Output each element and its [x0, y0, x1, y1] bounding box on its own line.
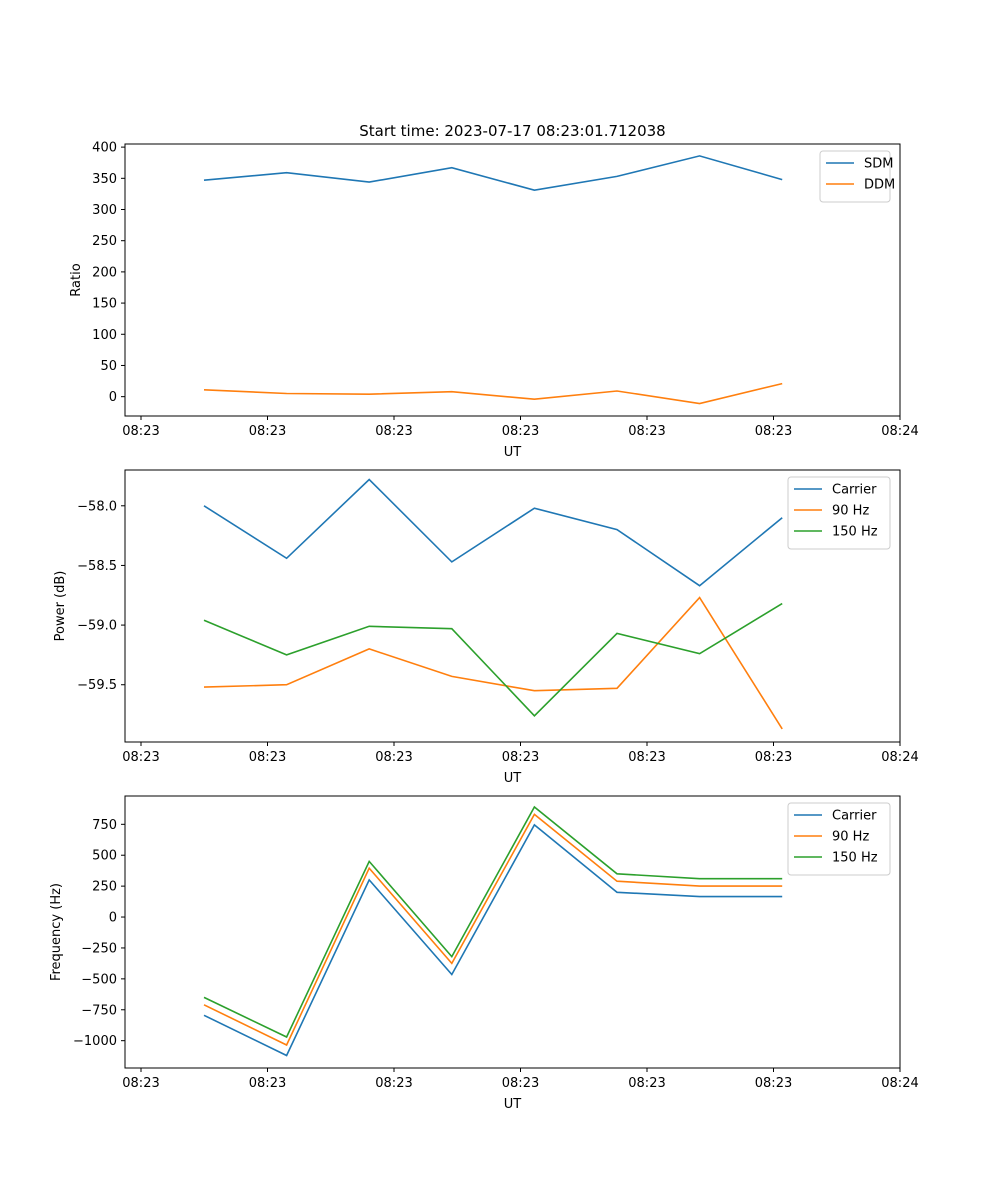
x-tick-label: 08:23	[502, 750, 539, 765]
legend-label: Carrier	[832, 483, 877, 498]
legend-label: 150 Hz	[832, 525, 878, 540]
x-tick-label: 08:23	[502, 424, 539, 439]
y-tick-label: 300	[92, 203, 117, 218]
y-tick-label: 0	[109, 390, 117, 405]
y-tick-label: 50	[100, 359, 117, 374]
figure-title: Start time: 2023-07-17 08:23:01.712038	[359, 122, 665, 140]
y-tick-label: −58.5	[77, 559, 117, 574]
x-tick-label: 08:23	[502, 1076, 539, 1091]
y-tick-label: 350	[92, 172, 117, 187]
x-tick-label: 08:23	[755, 750, 792, 765]
axes-frame	[124, 795, 901, 1069]
y-tick-label: 250	[92, 234, 117, 249]
y-tick-label: 0	[109, 911, 117, 926]
y-axis-label: Power (dB)	[53, 571, 68, 642]
y-axis-label: Ratio	[69, 263, 84, 296]
series-line-carrier	[203, 823, 783, 1057]
chart-panel-1: 08:23 08:23 08:23 08:23 08:23 08:23 08:24 UT 0 50…	[69, 141, 919, 460]
y-tick-label: −1000	[73, 1034, 117, 1049]
series-line-ddm	[203, 382, 783, 405]
series-line-sdm	[203, 155, 783, 192]
legend-label: 150 Hz	[832, 851, 878, 866]
x-tick-label: 08:23	[122, 1076, 159, 1091]
series-line-90-hz	[203, 596, 783, 730]
legend-label: 90 Hz	[832, 504, 869, 519]
y-tick-label: 200	[92, 265, 117, 280]
x-tick-label: 08:23	[375, 424, 412, 439]
x-axis-label: UT	[504, 1097, 522, 1112]
series-line-150-hz	[203, 602, 783, 717]
x-tick-label: 08:23	[628, 750, 665, 765]
x-axis-label: UT	[504, 771, 522, 786]
legend-label: 90 Hz	[832, 830, 869, 845]
x-tick-label: 08:23	[628, 424, 665, 439]
legend: SDM DDM	[819, 150, 895, 203]
x-tick-label: 08:23	[122, 424, 159, 439]
series-line-carrier	[203, 478, 783, 587]
y-tick-label: 150	[92, 297, 117, 312]
x-axis-label: UT	[504, 445, 522, 460]
legend: Carrier 90 Hz 150 Hz	[787, 802, 891, 876]
x-tick-label: 08:23	[249, 1076, 286, 1091]
x-tick-label: 08:23	[375, 1076, 412, 1091]
y-tick-label: 500	[92, 849, 117, 864]
y-tick-label: −250	[81, 941, 117, 956]
y-tick-label: −59.0	[77, 619, 117, 634]
axes-frame	[124, 469, 901, 743]
x-tick-label: 08:24	[881, 1076, 918, 1091]
x-tick-label: 08:23	[249, 424, 286, 439]
x-tick-label: 08:23	[755, 1076, 792, 1091]
x-tick-label: 08:23	[375, 750, 412, 765]
y-tick-label: −500	[81, 972, 117, 987]
legend-label: DDM	[864, 178, 895, 193]
y-axis-label: Frequency (Hz)	[49, 883, 64, 981]
legend-label: SDM	[864, 157, 893, 172]
chart-panel-3: 08:23 08:23 08:23 08:23 08:23 08:23 08:24 UT 750…	[49, 795, 919, 1112]
plots-container: 08:23 08:23 08:23 08:23 08:23 08:23 08:24 UT 0 50…	[49, 141, 919, 1112]
y-tick-label: 250	[92, 880, 117, 895]
x-tick-label: 08:23	[122, 750, 159, 765]
x-tick-label: 08:23	[628, 1076, 665, 1091]
y-tick-label: −750	[81, 1003, 117, 1018]
x-tick-label: 08:24	[881, 424, 918, 439]
series-line-150-hz	[203, 805, 783, 1039]
x-tick-label: 08:23	[755, 424, 792, 439]
legend-label: Carrier	[832, 809, 877, 824]
y-tick-label: 400	[92, 141, 117, 156]
y-tick-label: −59.5	[77, 678, 117, 693]
legend: Carrier 90 Hz 150 Hz	[787, 476, 891, 550]
chart-panel-2: 08:23 08:23 08:23 08:23 08:23 08:23 08:24 UT −58…	[53, 469, 919, 786]
x-tick-label: 08:23	[249, 750, 286, 765]
y-tick-label: −58.0	[77, 499, 117, 514]
x-tick-label: 08:24	[881, 750, 918, 765]
y-tick-label: 100	[92, 328, 117, 343]
y-tick-label: 750	[92, 818, 117, 833]
axes-frame	[124, 143, 901, 417]
series-line-90-hz	[203, 813, 783, 1047]
